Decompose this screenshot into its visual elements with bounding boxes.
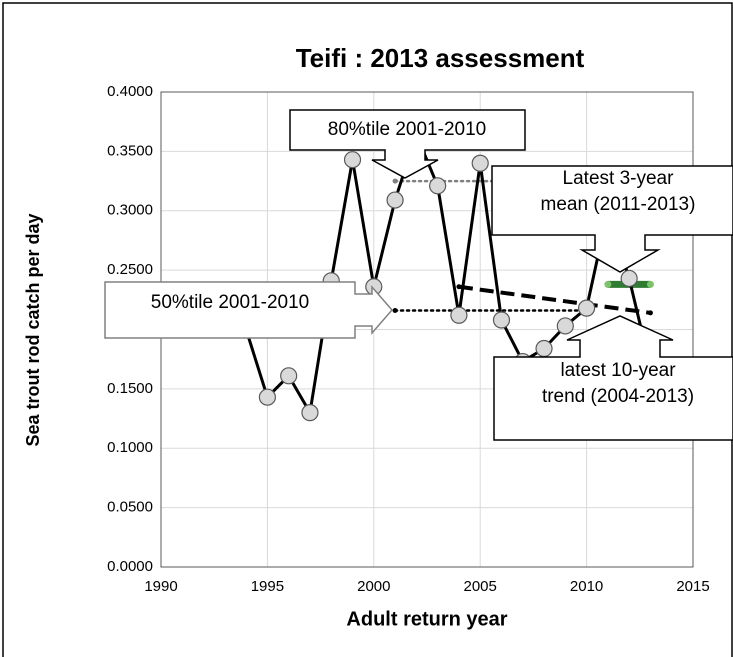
annotation: Latest 3-year	[563, 168, 675, 189]
data-point	[620, 269, 638, 288]
y-tick-label: 0.1000	[107, 439, 153, 456]
data-point	[556, 317, 574, 335]
data-point	[471, 154, 489, 172]
x-tick-label: 2015	[676, 578, 709, 595]
x-tick-label: 2010	[570, 578, 603, 595]
end-point	[392, 308, 398, 313]
x-tick-label: 1990	[144, 578, 177, 595]
y-tick-label: 0.0000	[107, 558, 153, 575]
y-tick-label: 0.3500	[107, 142, 153, 159]
callouts	[104, 109, 733, 441]
data-point	[280, 367, 298, 385]
data-point	[450, 306, 468, 324]
annotation: mean (2011-2013)	[541, 194, 696, 215]
y-tick-label: 0.4000	[107, 83, 153, 100]
callout	[289, 109, 526, 179]
x-tick-label: 2005	[464, 578, 497, 595]
y-tick-label: 0.3000	[107, 202, 153, 219]
data-point	[258, 388, 276, 406]
end-point	[646, 280, 654, 288]
data-point	[492, 311, 511, 329]
y-tick-label: 0.0500	[107, 499, 153, 516]
annotation: latest 10-year	[560, 360, 676, 381]
data-point	[535, 339, 553, 358]
x-tick-label: 2000	[357, 578, 390, 595]
annotation: 50%tile 2001-2010	[151, 292, 309, 313]
y-tick-label: 0.2500	[107, 261, 153, 278]
data-point	[429, 177, 447, 195]
reference-line	[458, 284, 651, 315]
callout	[104, 281, 393, 339]
data-point	[577, 299, 596, 317]
y-tick-label: 0.1500	[107, 380, 153, 397]
x-axis-label: Adult return year	[346, 608, 507, 630]
data-point	[301, 404, 319, 422]
data-point	[386, 191, 404, 209]
chart-title: Teifi : 2013 assessment	[296, 43, 585, 73]
end-point	[456, 284, 462, 290]
x-tick-label: 1995	[251, 578, 284, 595]
callout	[491, 165, 733, 273]
end-point	[392, 178, 398, 184]
data-point	[343, 151, 362, 169]
y-axis-label: Sea trout rod catch per day	[23, 213, 43, 446]
end-point	[604, 280, 612, 288]
annotation: trend (2004-2013)	[542, 386, 694, 407]
annotation: 80%tile 2001-2010	[328, 119, 486, 140]
end-point	[647, 310, 653, 316]
callout	[493, 315, 733, 441]
